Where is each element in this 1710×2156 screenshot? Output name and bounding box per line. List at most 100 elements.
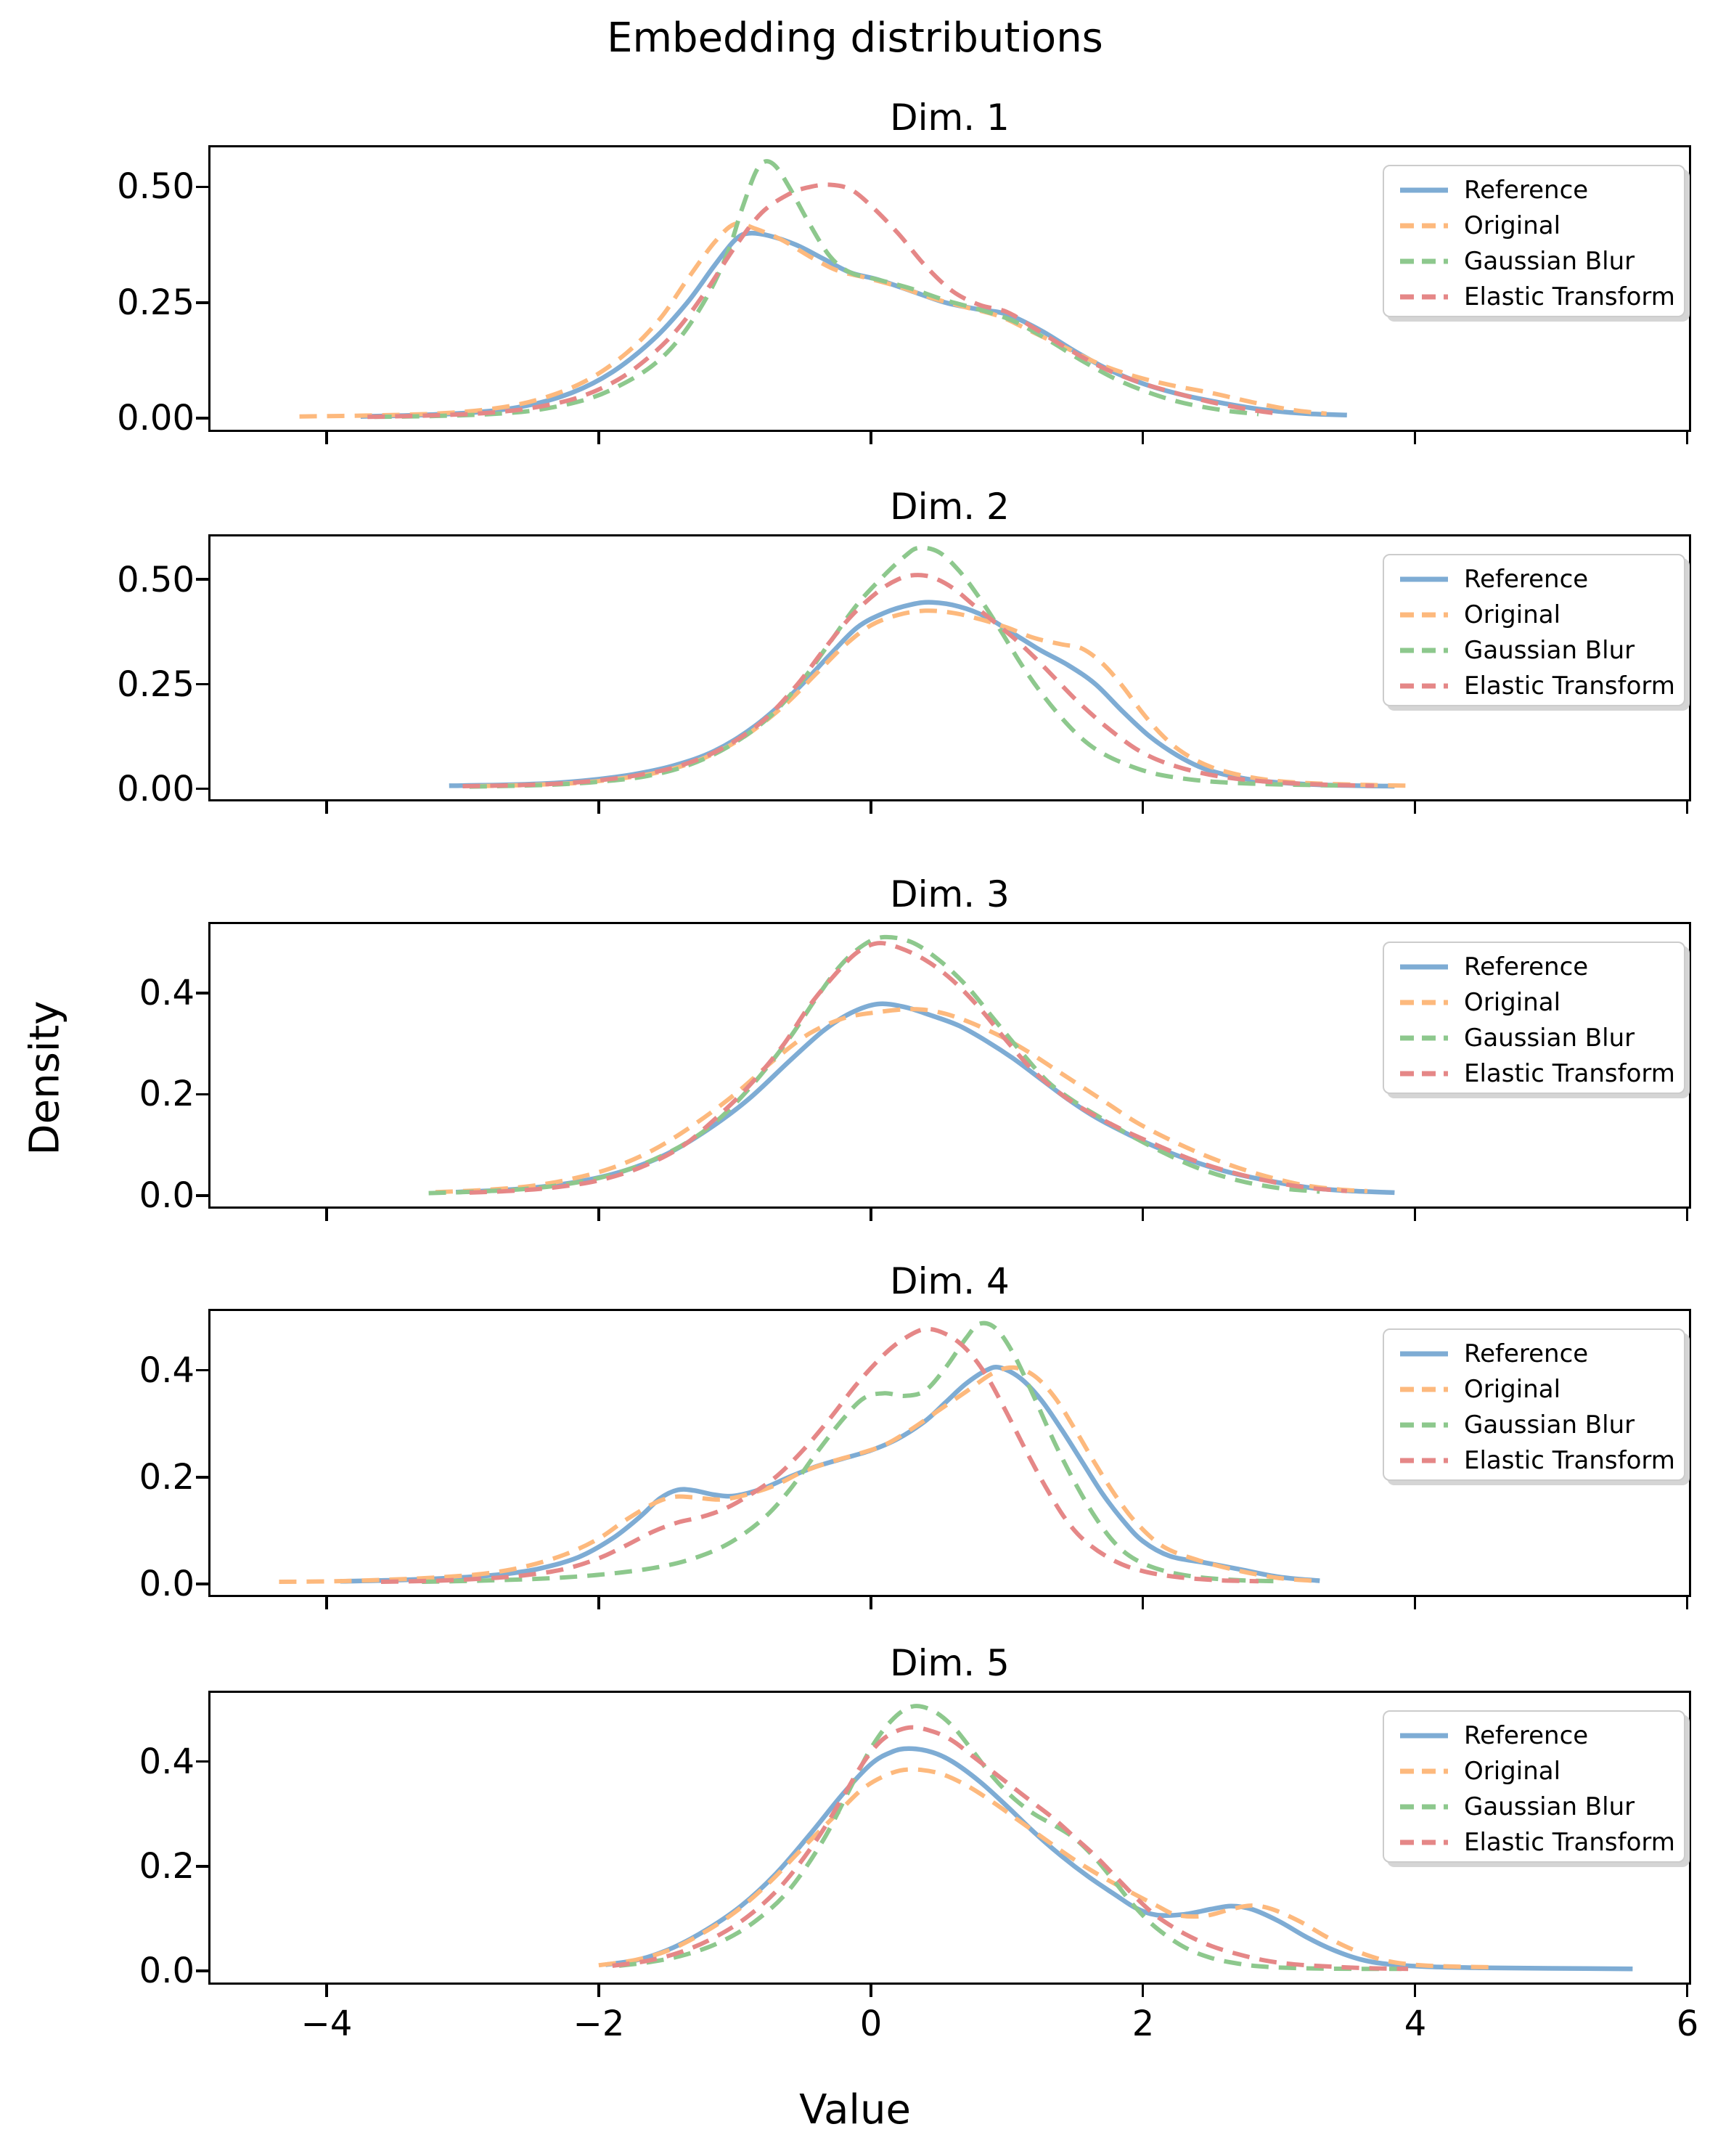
curve-elastic-transform	[367, 182, 1280, 420]
tick-mark	[196, 1476, 208, 1479]
legend-line-sample	[1400, 1000, 1448, 1005]
y-tick-label: 0.4	[139, 1741, 195, 1782]
legend-item: Original	[1399, 597, 1684, 632]
legend-item: Reference	[1399, 1336, 1684, 1371]
tick-mark	[1413, 801, 1417, 814]
legend-line-sample	[1400, 612, 1448, 617]
x-tick-label: −2	[573, 2004, 625, 2044]
tick-mark	[1685, 1597, 1689, 1609]
y-tick-label: 0.00	[117, 398, 195, 438]
legend-label: Reference	[1464, 564, 1589, 594]
y-tick-label: 0.0	[139, 1175, 195, 1216]
plot-area	[299, 159, 1347, 420]
plot-area	[449, 545, 1415, 789]
tick-mark	[1685, 801, 1689, 814]
y-tick-label: 0.4	[139, 973, 195, 1013]
legend: Reference Original Gaussian Blur Elastic…	[1383, 165, 1685, 317]
curve-gaussian-blur	[618, 1704, 1402, 1972]
tick-mark	[597, 801, 600, 814]
legend-item: Elastic Transform	[1399, 1824, 1684, 1860]
tick-mark	[196, 787, 208, 791]
figure-title: Embedding distributions	[607, 15, 1103, 62]
legend: Reference Original Gaussian Blur Elastic…	[1383, 942, 1685, 1094]
tick-mark	[196, 1760, 208, 1763]
subplot-title: Dim. 2	[890, 486, 1010, 528]
tick-mark	[196, 417, 208, 420]
legend-label: Gaussian Blur	[1464, 246, 1635, 276]
legend-line-sample	[1400, 1839, 1448, 1845]
curve-original	[299, 221, 1328, 419]
tick-mark	[196, 1368, 208, 1372]
legend-item: Reference	[1399, 561, 1684, 597]
subplot-title: Dim. 4	[890, 1260, 1010, 1302]
subplot-title: Dim. 3	[890, 873, 1010, 915]
legend-item: Elastic Transform	[1399, 668, 1684, 703]
legend-line-sample	[1400, 1351, 1448, 1356]
tick-mark	[196, 578, 208, 581]
tick-mark	[870, 1985, 872, 1997]
curve-elastic-transform	[380, 1326, 1259, 1584]
legend-label: Original	[1464, 1756, 1561, 1786]
legend-label: Original	[1464, 987, 1561, 1017]
legend-line-sample	[1400, 1035, 1448, 1040]
legend-label: Elastic Transform	[1464, 671, 1675, 701]
legend-label: Reference	[1464, 1339, 1589, 1368]
legend-label: Gaussian Blur	[1464, 1410, 1635, 1440]
tick-mark	[325, 1209, 328, 1221]
legend-line-sample	[1400, 648, 1448, 653]
legend-line-sample	[1400, 1387, 1448, 1392]
legend-line-sample	[1400, 1458, 1448, 1463]
tick-mark	[1141, 1209, 1145, 1221]
legend-line-sample	[1400, 964, 1448, 969]
y-tick-label: 0.2	[139, 1846, 195, 1887]
legend-label: Reference	[1464, 952, 1589, 981]
tick-mark	[870, 801, 872, 814]
legend-label: Original	[1464, 211, 1561, 240]
legend-item: Elastic Transform	[1399, 1442, 1684, 1478]
tick-mark	[870, 432, 872, 444]
axes-frame	[208, 922, 1691, 1209]
legend-item: Original	[1399, 1371, 1684, 1407]
legend-item: Gaussian Blur	[1399, 1789, 1684, 1824]
legend: Reference Original Gaussian Blur Elastic…	[1383, 554, 1685, 706]
y-tick-label: 0.25	[117, 664, 195, 705]
legend-line-sample	[1400, 683, 1448, 688]
tick-mark	[597, 1209, 600, 1221]
tick-mark	[597, 432, 600, 444]
legend-label: Reference	[1464, 175, 1589, 205]
legend: Reference Original Gaussian Blur Elastic…	[1383, 1710, 1685, 1863]
legend-label: Gaussian Blur	[1464, 1792, 1635, 1821]
curve-gaussian-blur	[469, 545, 1347, 789]
legend-line-sample	[1400, 294, 1448, 299]
y-tick-label: 0.4	[139, 1350, 195, 1391]
legend-line-sample	[1400, 187, 1448, 192]
legend-item: Gaussian Blur	[1399, 1407, 1684, 1442]
y-tick-label: 0.00	[117, 769, 195, 809]
tick-mark	[196, 682, 208, 685]
tick-mark	[597, 1985, 600, 1997]
x-tick-label: −4	[300, 2004, 353, 2044]
subplot-title: Dim. 1	[890, 97, 1010, 139]
y-tick-label: 0.25	[117, 282, 195, 323]
x-tick-label: 6	[1676, 2004, 1699, 2044]
plot-area	[279, 1320, 1320, 1584]
legend-label: Gaussian Blur	[1464, 1023, 1635, 1053]
tick-mark	[1413, 1985, 1417, 1997]
curve-elastic-transform	[462, 573, 1375, 788]
curve-gaussian-blur	[422, 1320, 1280, 1584]
legend-item: Original	[1399, 208, 1684, 243]
y-tick-label: 0.0	[139, 1564, 195, 1604]
legend-item: Reference	[1399, 949, 1684, 984]
legend-item: Gaussian Blur	[1399, 243, 1684, 279]
legend-line-sample	[1400, 576, 1448, 581]
y-axis-label: Density	[21, 1000, 69, 1156]
axes-frame	[208, 534, 1691, 801]
legend-item: Elastic Transform	[1399, 1055, 1684, 1091]
x-axis-label: Value	[799, 2086, 911, 2133]
curve-original	[476, 608, 1415, 788]
tick-mark	[196, 301, 208, 304]
legend-item: Reference	[1399, 172, 1684, 208]
tick-mark	[196, 1583, 208, 1585]
legend-item: Original	[1399, 1753, 1684, 1789]
tick-mark	[1685, 1209, 1689, 1221]
